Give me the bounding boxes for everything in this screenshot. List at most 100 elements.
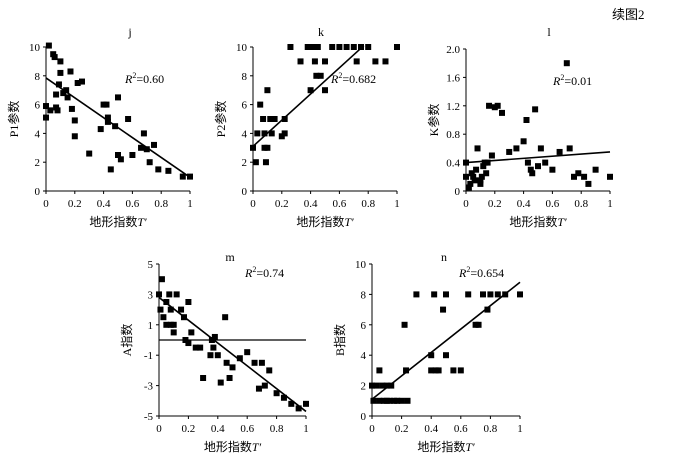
panel-k-y-tick-label: 2 — [242, 157, 248, 169]
panel-n-data-point — [457, 367, 464, 374]
panel-n-y-tick-label: 2 — [361, 381, 367, 393]
panel-j-data-point — [63, 87, 70, 94]
panel-n-data-point — [435, 367, 442, 374]
panel-l-title: l — [547, 25, 551, 39]
panel-m-data-point — [222, 314, 229, 321]
panel-m-data-point — [210, 344, 217, 351]
panel-l-data-point — [474, 145, 481, 152]
panel-l-y-tick-label: 2.0 — [446, 44, 460, 56]
panel-n-y-tick-label: 6 — [361, 320, 367, 332]
panel-l-data-point — [480, 163, 487, 170]
panel-m-data-point — [229, 364, 236, 371]
panel-k-data-point — [350, 44, 357, 50]
panel-n-data-point — [376, 367, 383, 374]
panel-n-data-point — [413, 291, 420, 298]
panel-n-y-label: B指数 — [332, 324, 347, 356]
panel-m-data-point — [163, 299, 170, 305]
panel-n-x-tick-label: 0.2 — [395, 423, 409, 435]
panel-j-r2-label: R2=0.60 — [124, 71, 164, 86]
panel-m-data-point — [211, 333, 218, 340]
panel-m-data-point — [207, 352, 214, 359]
panel-n-data-point — [379, 382, 386, 389]
panel-k-data-point — [271, 116, 278, 122]
panel-m-data-point — [158, 276, 165, 283]
panel-m-r2-label: R2=0.74 — [244, 265, 284, 280]
panel-j-y-tick-label: 8 — [35, 71, 41, 83]
panel-n-data-point — [403, 367, 410, 374]
panel-l-data-point — [527, 166, 534, 173]
panel-j-data-point — [43, 103, 49, 110]
panel-k-data-point — [261, 130, 268, 137]
panel-m-title: m — [225, 250, 235, 264]
panel-j-x-tick-label: 1 — [187, 198, 193, 210]
panel-m-data-point — [217, 379, 224, 386]
panel-m-x-tick-label: 0.6 — [240, 423, 254, 435]
panel-m-data-point — [288, 400, 295, 407]
panel-k-data-point — [254, 130, 261, 137]
panel-k-data-point — [267, 116, 274, 122]
panel-j-data-point — [71, 117, 78, 124]
panel-n-data-point — [440, 306, 447, 313]
panel-n-data-point — [404, 397, 411, 404]
panel-l-x-tick-label: 0.6 — [546, 198, 560, 210]
panel-j-data-point — [115, 152, 121, 158]
panel-n-x-tick-label: 0.6 — [454, 423, 468, 435]
panel-m-data-point — [163, 321, 170, 328]
panel-k-y-label: P2参数 — [213, 101, 228, 138]
panel-l-x-tick-label: 0.8 — [574, 198, 588, 210]
panel-l-data-point — [585, 180, 592, 187]
panel-j-data-point — [179, 173, 186, 180]
panel-j-y-tick-label: 4 — [35, 128, 41, 140]
panel-k-data-point — [322, 87, 328, 94]
panel-l-data-point — [575, 170, 582, 177]
panel-m-y-tick-label: -3 — [144, 381, 154, 393]
panel-l-data-point — [513, 145, 520, 152]
panel-m-y-tick-label: -1 — [144, 350, 153, 362]
panel-j-data-point — [55, 81, 62, 88]
panel-l-data-point — [494, 102, 501, 109]
panel-l-data-point — [463, 173, 469, 180]
panel-l-data-point — [571, 173, 577, 180]
panel-k-data-point — [252, 159, 259, 166]
panel-k-data-point — [250, 144, 256, 151]
panel-n-data-point — [370, 397, 377, 404]
panel-k-data-point — [287, 44, 294, 50]
panel-m-y-tick-label: 5 — [148, 259, 154, 271]
panel-k-data-point — [353, 58, 360, 65]
panel-n-x-tick-label: 0.4 — [424, 423, 438, 435]
panel-l-data-point — [499, 109, 505, 116]
panel-k-x-tick-label: 0.6 — [333, 198, 347, 210]
panel-j-data-point — [151, 141, 157, 148]
panel-k-data-point — [358, 44, 364, 50]
panel-j-y-tick-label: 10 — [29, 42, 41, 54]
panel-l-y-tick-label: 1.6 — [446, 72, 460, 84]
panel-j-y-tick-label: 2 — [35, 157, 41, 169]
panel-k-x-tick-label: 0.2 — [275, 198, 289, 210]
panel-n-data-point — [369, 382, 375, 389]
panel-m-data-point — [261, 382, 268, 389]
panel-k-y-tick-label: 6 — [242, 100, 248, 112]
panel-m-x-tick-label: 0.2 — [182, 423, 196, 435]
panel-m-data-point — [200, 375, 207, 381]
panel-l-x-label: 地形指数T′ — [509, 214, 567, 229]
panel-j-data-point — [104, 118, 111, 125]
panel-k-data-point — [382, 58, 389, 65]
panel-n-y-tick-label: 0 — [361, 411, 367, 423]
panel-k-title: k — [318, 25, 324, 39]
panel-m-data-point — [280, 394, 287, 401]
panel-m-y-label: A指数 — [119, 324, 134, 357]
panel-l-x-tick-label: 0.2 — [488, 198, 502, 210]
panel-j-y-label: P1参数 — [6, 101, 21, 138]
panel-j-data-point — [71, 133, 78, 140]
panel-n-data-point — [465, 291, 472, 298]
panel-j-data-point — [140, 130, 147, 137]
panel-l-data-point — [471, 177, 478, 184]
panel-n-data-point — [431, 291, 438, 298]
panel-l-data-point — [523, 117, 530, 123]
panel-l-data-point — [537, 145, 544, 152]
panel-m-data-point — [185, 299, 192, 305]
panel-j-data-point — [143, 146, 150, 153]
panel-l-fit-line — [465, 151, 611, 164]
panel-l-data-point — [529, 170, 536, 177]
panel-m-y-tick-label: 3 — [148, 289, 154, 301]
